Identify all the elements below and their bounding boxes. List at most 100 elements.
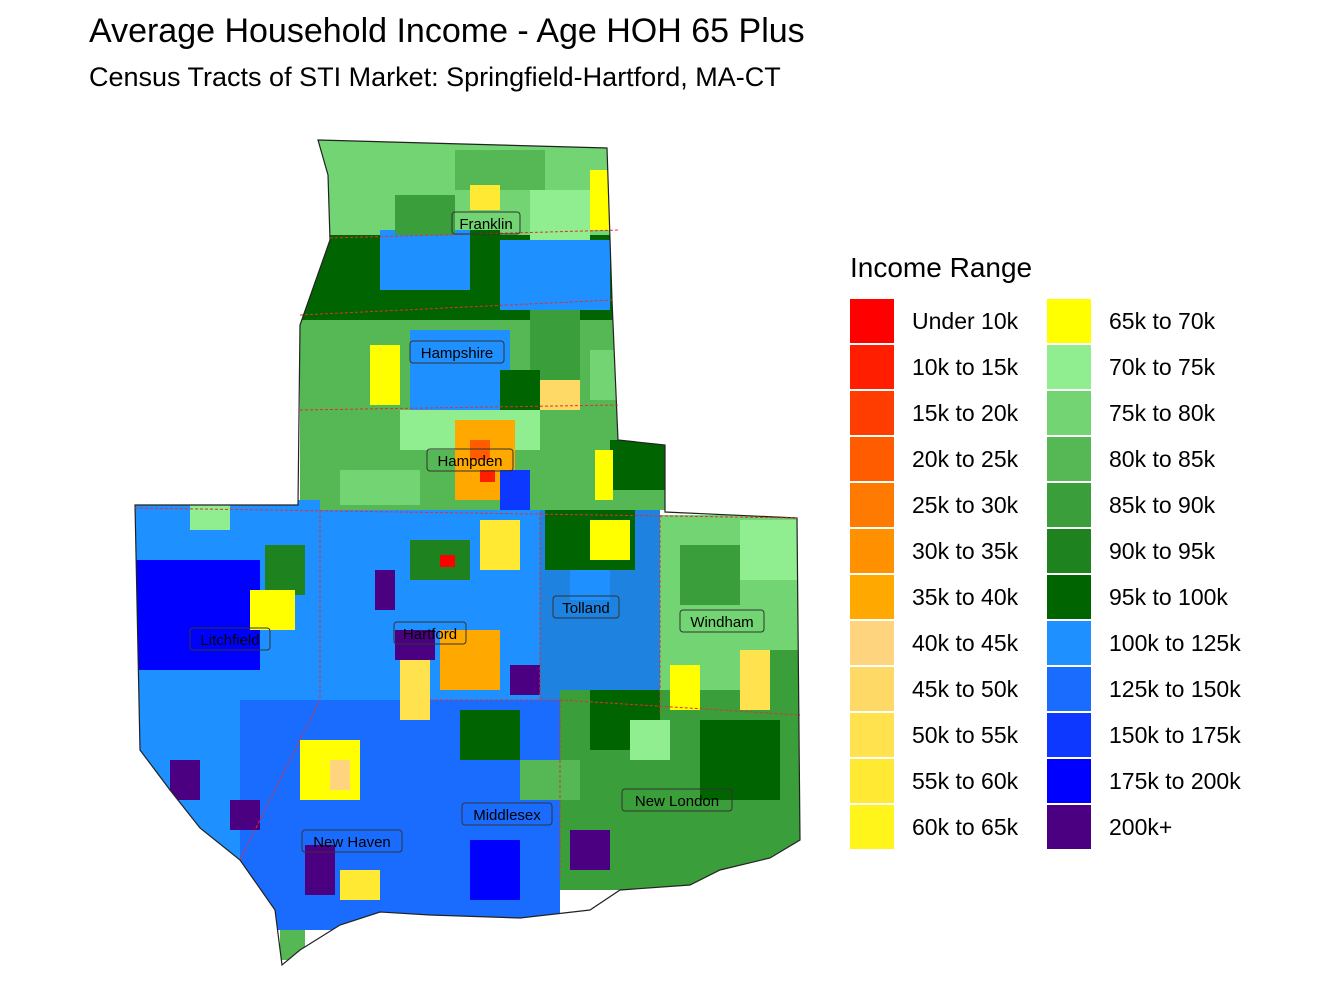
legend-swatch: [1047, 529, 1091, 573]
county-label-hartford: Hartford: [393, 621, 467, 645]
legend-label: 30k to 35k: [912, 537, 1019, 564]
legend-swatch: [1047, 345, 1091, 389]
legend-item: 70k to 75k: [1047, 344, 1244, 390]
legend-swatch: [1047, 391, 1091, 435]
legend-label: 25k to 30k: [912, 491, 1019, 518]
legend-column-left: Under 10k 10k to 15k 15k to 20k 20k to 25k 2…: [850, 298, 1047, 850]
legend-swatch: [850, 805, 894, 849]
svg-text:New Haven: New Haven: [313, 834, 391, 851]
tract-fill-layer: [135, 140, 800, 960]
legend-label: 80k to 85k: [1109, 445, 1216, 472]
legend-title: Income Range: [850, 252, 1033, 283]
legend-swatch: [1047, 759, 1091, 803]
legend-swatch: [850, 713, 894, 757]
legend-swatch: [850, 529, 894, 573]
legend-label: 20k to 25k: [912, 445, 1019, 472]
legend-item: 30k to 35k: [850, 528, 1047, 574]
legend-label: 100k to 125k: [1109, 629, 1241, 656]
legend-swatch: [1047, 805, 1091, 849]
county-label-windham: Windham: [679, 609, 765, 633]
legend-swatch: [1047, 299, 1091, 343]
legend-swatch: [850, 621, 894, 665]
county-label-hampshire: Hampshire: [409, 340, 505, 364]
legend-label: Under 10k: [912, 307, 1019, 334]
legend-label: 40k to 45k: [912, 629, 1019, 656]
svg-text:Franklin: Franklin: [459, 216, 512, 233]
legend-label: 150k to 175k: [1109, 721, 1241, 748]
legend-label: 60k to 65k: [912, 813, 1019, 840]
legend-item: 35k to 40k: [850, 574, 1047, 620]
map-subtitle: Census Tracts of STI Market: Springfield…: [89, 62, 781, 92]
svg-text:Windham: Windham: [690, 614, 753, 631]
legend-item: Under 10k: [850, 298, 1047, 344]
legend-swatch: [1047, 667, 1091, 711]
legend-item: 10k to 15k: [850, 344, 1047, 390]
county-label-tolland: Tolland: [552, 595, 620, 619]
legend-column-right: 65k to 70k 70k to 75k 75k to 80k 80k to 85k…: [1047, 298, 1244, 850]
legend-label: 55k to 60k: [912, 767, 1019, 794]
legend-item: 80k to 85k: [1047, 436, 1244, 482]
legend-swatch: [850, 345, 894, 389]
legend-label: 90k to 95k: [1109, 537, 1216, 564]
legend-swatch: [1047, 575, 1091, 619]
legend-item: 65k to 70k: [1047, 298, 1244, 344]
legend-swatch: [850, 483, 894, 527]
legend-item: 75k to 80k: [1047, 390, 1244, 436]
legend-swatch: [850, 667, 894, 711]
legend-item: 50k to 55k: [850, 712, 1047, 758]
legend-item: 45k to 50k: [850, 666, 1047, 712]
svg-text:Hampshire: Hampshire: [421, 345, 494, 362]
legend-label: 35k to 40k: [912, 583, 1019, 610]
legend-label: 70k to 75k: [1109, 353, 1216, 380]
legend-label: 85k to 90k: [1109, 491, 1216, 518]
legend-swatch: [850, 759, 894, 803]
legend-swatch: [850, 575, 894, 619]
market-outline: [134, 139, 801, 967]
svg-text:New London: New London: [635, 793, 719, 810]
legend-label: 125k to 150k: [1109, 675, 1241, 702]
legend-label: 75k to 80k: [1109, 399, 1216, 426]
map-title: Average Household Income - Age HOH 65 Pl…: [89, 12, 805, 50]
svg-text:Middlesex: Middlesex: [473, 807, 541, 824]
county-label-new-haven: New Haven: [301, 829, 403, 853]
legend-swatch: [1047, 483, 1091, 527]
legend-label: 15k to 20k: [912, 399, 1019, 426]
legend-item: 15k to 20k: [850, 390, 1047, 436]
legend-item: 55k to 60k: [850, 758, 1047, 804]
legend-label: 50k to 55k: [912, 721, 1019, 748]
legend-label: 95k to 100k: [1109, 583, 1228, 610]
county-label-middlesex: Middlesex: [461, 802, 553, 826]
legend-swatch: [1047, 713, 1091, 757]
legend-label: 65k to 70k: [1109, 307, 1216, 334]
legend-swatch: [1047, 437, 1091, 481]
legend: Income Range Under 10k 10k to 15k 15k to 2…: [850, 252, 1244, 850]
legend-label: 200k+: [1109, 813, 1173, 840]
legend-item: 100k to 125k: [1047, 620, 1244, 666]
svg-text:Hartford: Hartford: [403, 626, 457, 643]
county-borders: [134, 229, 801, 880]
legend-item: 90k to 95k: [1047, 528, 1244, 574]
legend-item: 95k to 100k: [1047, 574, 1244, 620]
legend-label: 10k to 15k: [912, 353, 1019, 380]
legend-swatch: [850, 299, 894, 343]
legend-item: 200k+: [1047, 804, 1244, 850]
svg-text:Litchfield: Litchfield: [200, 632, 259, 649]
legend-item: 175k to 200k: [1047, 758, 1244, 804]
legend-swatch: [850, 391, 894, 435]
svg-text:Tolland: Tolland: [562, 600, 610, 617]
legend-swatch: [1047, 621, 1091, 665]
legend-item: 25k to 30k: [850, 482, 1047, 528]
legend-item: 85k to 90k: [1047, 482, 1244, 528]
legend-item: 40k to 45k: [850, 620, 1047, 666]
legend-label: 175k to 200k: [1109, 767, 1241, 794]
legend-item: 125k to 150k: [1047, 666, 1244, 712]
legend-swatch: [850, 437, 894, 481]
county-label-franklin: Franklin: [451, 211, 521, 235]
legend-item: 20k to 25k: [850, 436, 1047, 482]
svg-text:Hampden: Hampden: [437, 453, 502, 470]
legend-label: 45k to 50k: [912, 675, 1019, 702]
county-label-hampden: Hampden: [426, 448, 514, 472]
legend-item: 60k to 65k: [850, 804, 1047, 850]
county-label-litchfield: Litchfield: [189, 627, 271, 651]
